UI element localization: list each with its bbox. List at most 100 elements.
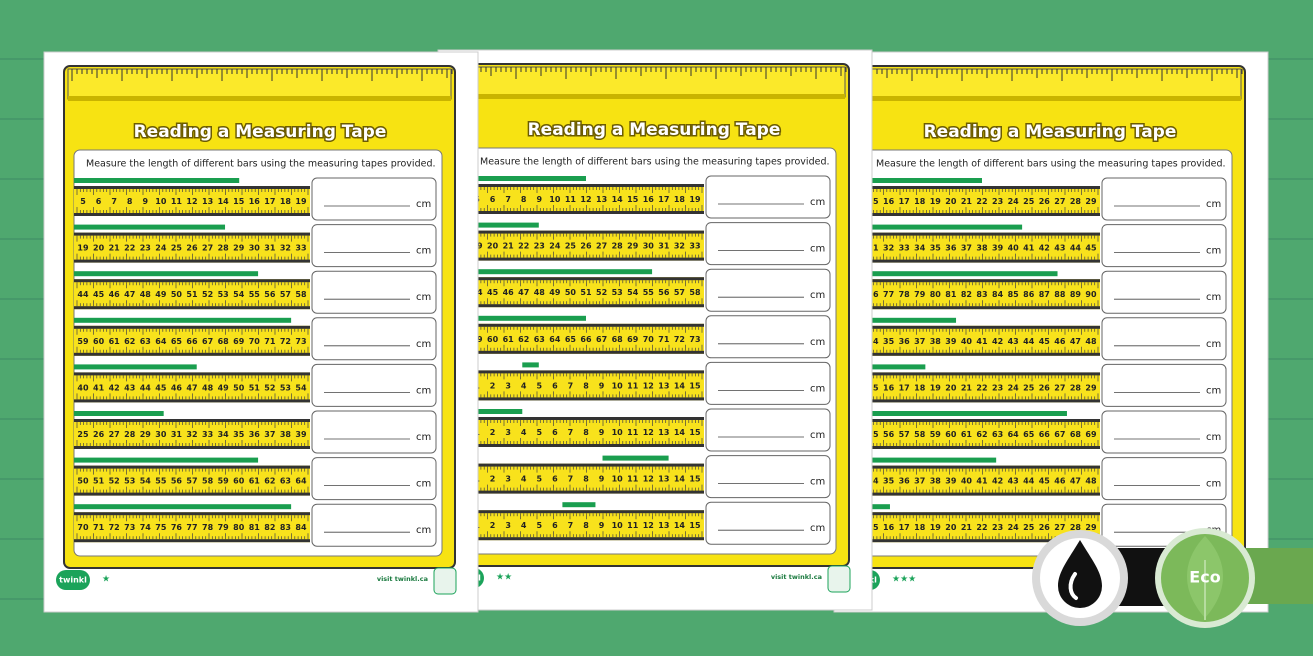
unit: cm bbox=[416, 292, 431, 303]
tape-number: 52 bbox=[264, 383, 275, 392]
tape-number: 46 bbox=[1054, 477, 1066, 486]
tape-number: 69 bbox=[233, 337, 245, 346]
tape-number: 45 bbox=[1085, 244, 1097, 253]
tape-number: 46 bbox=[109, 290, 121, 299]
tape-number: 23 bbox=[140, 244, 151, 253]
tape-number: 32 bbox=[186, 430, 197, 439]
unit: cm bbox=[810, 477, 825, 488]
tape-number: 24 bbox=[549, 242, 561, 251]
tape-number: 12 bbox=[186, 197, 197, 206]
tape-number: 55 bbox=[643, 288, 655, 297]
tape-number: 79 bbox=[914, 290, 926, 299]
tape-number: 88 bbox=[1054, 290, 1066, 299]
tape-number: 74 bbox=[140, 523, 152, 532]
tape-number: 64 bbox=[549, 335, 561, 344]
tape-number: 58 bbox=[914, 430, 926, 439]
tape-number: 22 bbox=[976, 383, 987, 392]
tape-number: 72 bbox=[674, 335, 685, 344]
tape-number: 56 bbox=[264, 290, 276, 299]
tape-edge bbox=[864, 232, 1100, 236]
title: Reading a Measuring Tape bbox=[528, 120, 781, 140]
tape-edge bbox=[864, 465, 1100, 469]
tape-number: 44 bbox=[1070, 244, 1082, 253]
tape-number: 51 bbox=[580, 288, 592, 297]
tape-number: 24 bbox=[155, 244, 167, 253]
tape-number: 36 bbox=[945, 244, 957, 253]
tape-number: 6 bbox=[552, 428, 558, 437]
tape-number: 75 bbox=[155, 523, 167, 532]
worksheet: Reading a Measuring Tape Measure the leng… bbox=[833, 51, 1269, 613]
tape-edge bbox=[74, 372, 310, 376]
tape-number: 7 bbox=[568, 381, 574, 390]
tape-number: 3 bbox=[505, 381, 511, 390]
answer-box bbox=[311, 317, 437, 361]
tape-number: 81 bbox=[249, 523, 261, 532]
answer-box bbox=[1101, 177, 1227, 221]
tape-number: 31 bbox=[658, 242, 670, 251]
tape-number: 61 bbox=[503, 335, 515, 344]
tape-number: 20 bbox=[93, 244, 105, 253]
tape-number: 10 bbox=[549, 195, 561, 204]
tape-number: 79 bbox=[218, 523, 230, 532]
tape-number: 42 bbox=[992, 337, 1003, 346]
tape-edge bbox=[468, 350, 704, 354]
tape-number: 26 bbox=[1039, 197, 1051, 206]
tape-number: 25 bbox=[171, 244, 183, 253]
tape-number: 10 bbox=[155, 197, 167, 206]
tape-number: 26 bbox=[1039, 523, 1051, 532]
tape-number: 7 bbox=[568, 475, 574, 484]
tape-number: 81 bbox=[945, 290, 957, 299]
tape-number: 67 bbox=[1054, 430, 1065, 439]
tape-number: 5 bbox=[536, 521, 542, 530]
tape-number: 12 bbox=[580, 195, 591, 204]
tape-number: 59 bbox=[930, 430, 942, 439]
tape-number: 61 bbox=[109, 337, 121, 346]
tape-number: 44 bbox=[1023, 337, 1035, 346]
tape-number: 72 bbox=[109, 523, 120, 532]
unit: cm bbox=[810, 337, 825, 348]
measure-bar bbox=[864, 364, 926, 370]
tape-number: 48 bbox=[140, 290, 152, 299]
tape-number: 59 bbox=[77, 337, 89, 346]
tape-number: 37 bbox=[264, 430, 275, 439]
tape-edge bbox=[468, 370, 704, 374]
tape-number: 68 bbox=[1070, 430, 1082, 439]
tape-number: 37 bbox=[914, 477, 925, 486]
ruler-shade bbox=[68, 96, 451, 101]
tape-number: 11 bbox=[627, 521, 639, 530]
tape-number: 33 bbox=[689, 242, 700, 251]
tape-number: 18 bbox=[674, 195, 686, 204]
ruler-shade bbox=[858, 96, 1241, 101]
tape-number: 33 bbox=[899, 244, 910, 253]
tape-number: 7 bbox=[505, 195, 511, 204]
tape-number: 40 bbox=[1008, 244, 1020, 253]
tape-number: 25 bbox=[77, 430, 89, 439]
tape-number: 21 bbox=[109, 244, 121, 253]
tape-number: 61 bbox=[249, 477, 261, 486]
tape-number: 51 bbox=[249, 383, 261, 392]
tape-number: 18 bbox=[914, 383, 926, 392]
tape-number: 48 bbox=[1085, 477, 1097, 486]
tape-edge bbox=[864, 539, 1100, 543]
tape-number: 73 bbox=[295, 337, 306, 346]
tape-number: 69 bbox=[627, 335, 639, 344]
measure-bar bbox=[74, 178, 240, 183]
tape-edge bbox=[74, 279, 310, 283]
tape-number: 11 bbox=[627, 475, 639, 484]
logo: twinkl bbox=[59, 576, 87, 585]
tape-number: 20 bbox=[945, 197, 957, 206]
measure-bar bbox=[74, 224, 226, 230]
tape-number: 78 bbox=[202, 523, 214, 532]
tape-number: 32 bbox=[883, 244, 894, 253]
tape-number: 60 bbox=[945, 430, 957, 439]
tape-number: 46 bbox=[171, 383, 183, 392]
answer-box bbox=[311, 224, 437, 268]
tape-number: 11 bbox=[565, 195, 577, 204]
tape-number: 82 bbox=[961, 290, 972, 299]
answer-box bbox=[311, 363, 437, 407]
tape-number: 35 bbox=[883, 477, 895, 486]
tape-number: 43 bbox=[1054, 244, 1065, 253]
footer-badge bbox=[827, 565, 851, 593]
tape-number: 17 bbox=[899, 383, 910, 392]
tape-number: 29 bbox=[1085, 383, 1097, 392]
